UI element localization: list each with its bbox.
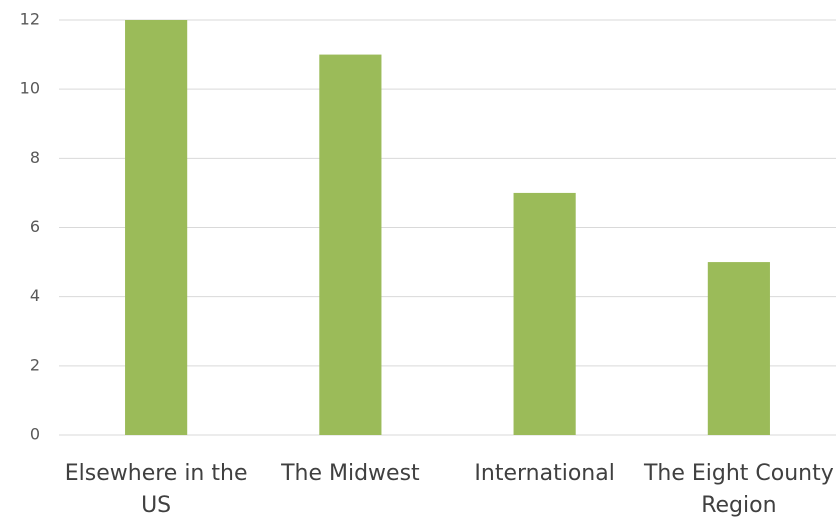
bar — [513, 192, 576, 435]
y-tick-label: 6 — [30, 217, 40, 236]
y-tick-label: 10 — [20, 79, 40, 98]
y-tick-label: 0 — [30, 425, 40, 444]
bar — [319, 54, 382, 435]
y-tick-label: 2 — [30, 355, 40, 374]
y-tick-label: 12 — [20, 10, 40, 29]
y-tick-label: 8 — [30, 148, 40, 167]
x-tick-label: The Midwest — [281, 461, 420, 486]
x-tick-label: Elsewhere in the US — [64, 461, 248, 518]
y-tick-label: 4 — [30, 286, 40, 305]
x-tick-label: International — [474, 461, 615, 486]
bar — [707, 262, 770, 435]
x-tick-label: The Eight County Region — [643, 461, 834, 518]
bar — [125, 20, 188, 435]
